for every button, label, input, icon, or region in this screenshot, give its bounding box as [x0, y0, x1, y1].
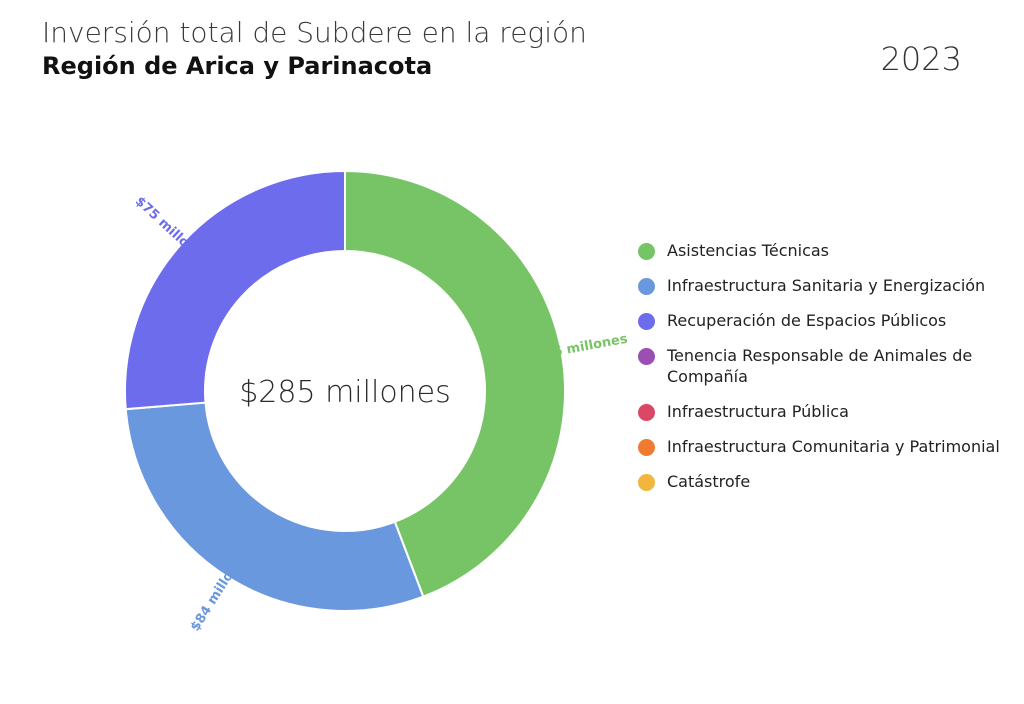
legend-swatch — [638, 474, 655, 491]
legend-swatch — [638, 313, 655, 330]
legend-item[interactable]: Asistencias Técnicas — [638, 240, 1008, 261]
legend-item[interactable]: Infraestructura Pública — [638, 401, 1008, 422]
legend-item[interactable]: Infraestructura Sanitaria y Energización — [638, 275, 1008, 296]
legend-swatch — [638, 278, 655, 295]
legend-item[interactable]: Catástrofe — [638, 471, 1008, 492]
legend-label: Infraestructura Sanitaria y Energización — [667, 276, 986, 295]
legend-swatch — [638, 439, 655, 456]
legend-label: Infraestructura Pública — [667, 402, 849, 421]
legend-label: Tenencia Responsable de Animales de Comp… — [667, 346, 973, 386]
legend-label: Infraestructura Comunitaria y Patrimonia… — [667, 437, 1000, 456]
legend-item[interactable]: Recuperación de Espacios Públicos — [638, 310, 1008, 331]
slice-2[interactable] — [124, 401, 425, 612]
legend-label: Catástrofe — [667, 472, 751, 491]
chart-title: Inversión total de Subdere en la región — [42, 16, 587, 49]
legend-swatch — [638, 404, 655, 421]
legend-label: Recuperación de Espacios Públicos — [667, 311, 947, 330]
legend-item[interactable]: Tenencia Responsable de Animales de Comp… — [638, 345, 1008, 387]
center-total-label: $285 millones — [239, 375, 451, 410]
legend-swatch — [638, 243, 655, 260]
slice-1[interactable] — [344, 169, 566, 598]
legend-label: Asistencias Técnicas — [667, 241, 830, 260]
legend-item[interactable]: Infraestructura Comunitaria y Patrimonia… — [638, 436, 1008, 457]
slice-3[interactable] — [124, 169, 346, 411]
legend: Asistencias Técnicas Infraestructura Sani… — [638, 240, 1008, 506]
legend-swatch — [638, 348, 655, 365]
year-label: 2023 — [880, 40, 962, 78]
chart-subtitle: Región de Arica y Parinacota — [42, 52, 433, 80]
